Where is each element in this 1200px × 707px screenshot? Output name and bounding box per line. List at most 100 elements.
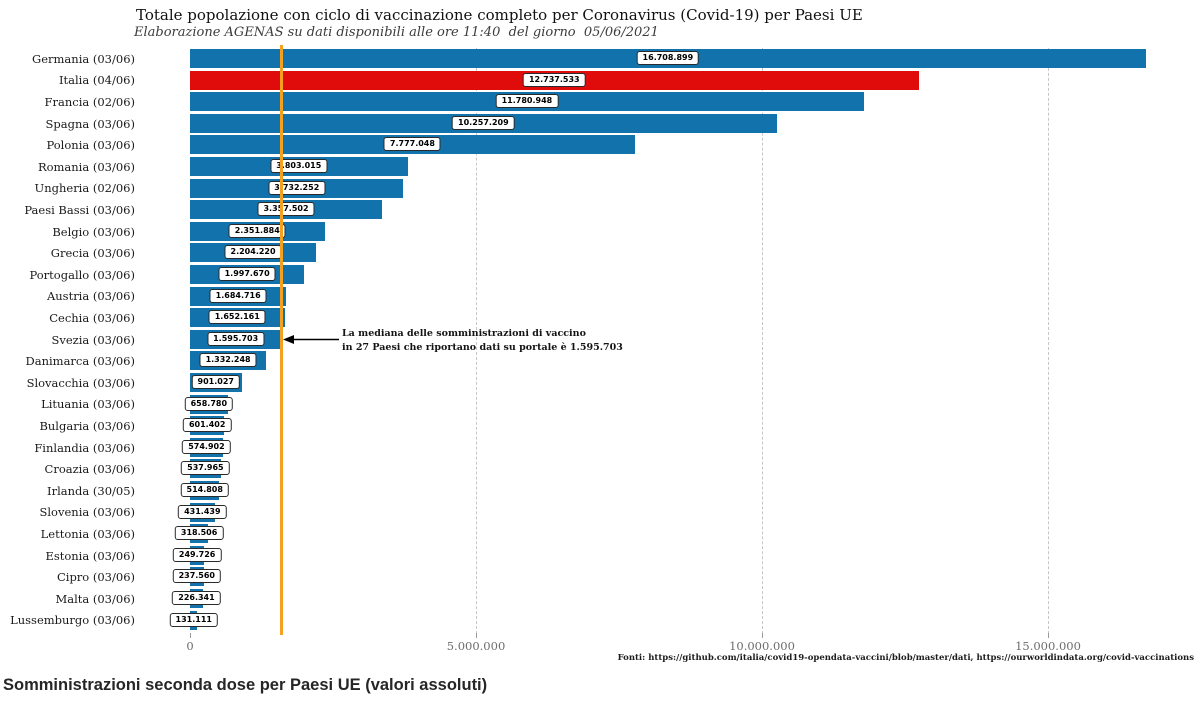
country-label: Estonia (03/06) [45, 548, 135, 563]
bar-track: 249.726 [172, 545, 1200, 567]
value-label: 318.506 [174, 526, 224, 541]
bar-track: 574.902 [182, 437, 1200, 459]
bar-row: Cipro (03/06) 237.560 [0, 566, 1200, 588]
country-label: Cechia (03/06) [49, 310, 135, 325]
bar-track: 318.506 [174, 523, 1200, 545]
value-label: 658.780 [184, 396, 234, 411]
plot-area: La mediana delle somministrazioni di vac… [0, 45, 1200, 653]
country-label: Cipro (03/06) [56, 570, 135, 585]
bar-row: Cechia (03/06) 1.652.161 [0, 307, 1200, 329]
bar-track: 1.684.716 [190, 286, 1200, 308]
median-line [280, 45, 283, 635]
axis-tick [1048, 633, 1049, 639]
value-label: 3.732.252 [268, 180, 326, 195]
country-label: Austria (03/06) [46, 289, 135, 304]
bar-row: Paesi Bassi (03/06) 3.357.502 [0, 199, 1200, 221]
country-label: Grecia (03/06) [50, 246, 135, 261]
value-label: 11.780.948 [495, 94, 559, 109]
value-label: 226.341 [172, 591, 221, 605]
country-label: Lettonia (03/06) [40, 526, 135, 541]
bar-row: Spagna (03/06) 10.257.209 [0, 113, 1200, 135]
bar-track: 3.732.252 [190, 178, 1200, 200]
bar-row: Austria (03/06) 1.684.716 [0, 286, 1200, 308]
bar-row: Belgio (03/06) 2.351.884 [0, 221, 1200, 243]
country-label: Francia (02/06) [44, 94, 135, 109]
bar-row: Bulgaria (03/06) 601.402 [0, 415, 1200, 437]
bar-row: Estonia (03/06) 249.726 [0, 545, 1200, 567]
country-label: Ungheria (02/06) [34, 181, 135, 196]
value-label: 16.708.899 [636, 51, 700, 65]
axis-tick-label: 5.000.000 [446, 639, 506, 654]
bar-row: Lituania (03/06) 658.780 [0, 394, 1200, 416]
country-label: Danimarca (03/06) [25, 354, 136, 369]
median-annotation: La mediana delle somministrazioni di vac… [342, 327, 623, 354]
bar-row: Irlanda (30/05) 514.808 [0, 480, 1200, 502]
sources-note: Fonti: https://github.com/italia/covid19… [617, 653, 1194, 663]
value-label: 2.351.884 [228, 223, 286, 238]
country-label: Finlandia (03/06) [34, 440, 135, 455]
country-label: Slovacchia (03/06) [26, 375, 135, 390]
value-label: 1.332.248 [199, 353, 257, 368]
bar-track: 601.402 [182, 415, 1200, 437]
country-label: Svezia (03/06) [51, 332, 135, 347]
median-arrow-icon [283, 335, 339, 344]
bar-row: Malta (03/06) 226.341 [0, 588, 1200, 610]
bar-track: 1.595.703 [190, 329, 1200, 351]
bar-row: Slovacchia (03/06) 901.027 [0, 372, 1200, 394]
axis-tick-label: 0 [186, 639, 194, 654]
country-label: Germania (03/06) [32, 51, 135, 66]
value-label: 601.402 [182, 418, 232, 433]
country-label: Romania (03/06) [37, 159, 135, 174]
bar-row: Germania (03/06) 16.708.899 [0, 48, 1200, 70]
bar-track: 12.737.533 [190, 70, 1200, 92]
axis-tick-label: 10.000.000 [729, 639, 795, 654]
bar-track: 2.204.220 [190, 242, 1200, 264]
bar-row: Grecia (03/06) 2.204.220 [0, 242, 1200, 264]
value-label: 1.684.716 [209, 288, 267, 303]
bar-track: 901.027 [190, 372, 1200, 394]
value-label: 1.997.670 [218, 267, 276, 281]
value-label: 131.111 [169, 612, 218, 627]
bar-row: Lettonia (03/06) 318.506 [0, 523, 1200, 545]
country-label: Paesi Bassi (03/06) [24, 202, 135, 217]
median-annotation-line2: in 27 Paesi che riportano dati su portal… [342, 341, 623, 353]
bar-track: 237.560 [172, 566, 1200, 588]
bar-row: Portogallo (03/06) 1.997.670 [0, 264, 1200, 286]
value-label: 3.357.502 [257, 202, 315, 217]
value-label: 537.965 [181, 461, 230, 476]
axis-tick [476, 633, 477, 639]
bar-row: Slovenia (03/06) 431.439 [0, 502, 1200, 524]
value-label: 1.595.703 [207, 331, 265, 346]
country-label: Italia (04/06) [58, 73, 135, 88]
country-label: Lituania (03/06) [41, 397, 135, 412]
chart-subtitle: Elaborazione AGENAS su dati disponibili … [134, 25, 659, 40]
bar-row: Francia (02/06) 11.780.948 [0, 91, 1200, 113]
value-label: 237.560 [172, 569, 221, 584]
bar-track: 16.708.899 [190, 48, 1200, 70]
bar-row: Svezia (03/06) 1.595.703 [0, 329, 1200, 351]
country-label: Spagna (03/06) [45, 116, 136, 131]
bar-row: Ungheria (02/06) 3.732.252 [0, 178, 1200, 200]
country-label: Slovenia (03/06) [39, 505, 136, 520]
bar-row: Danimarca (03/06) 1.332.248 [0, 350, 1200, 372]
bar-track: 2.351.884 [190, 221, 1200, 243]
bar-track: 131.111 [169, 610, 1200, 632]
value-label: 1.652.161 [208, 310, 266, 325]
page-section-heading: Somministrazioni seconda dose per Paesi … [3, 676, 488, 694]
value-label: 2.204.220 [224, 245, 282, 260]
bar-track: 1.997.670 [190, 264, 1200, 286]
bar-track: 11.780.948 [190, 91, 1200, 113]
value-label: 249.726 [172, 547, 222, 562]
bar-row: Polonia (03/06) 7.777.048 [0, 134, 1200, 156]
value-label: 10.257.209 [452, 115, 515, 130]
value-label: 12.737.533 [522, 72, 586, 87]
bar-track: 3.803.015 [190, 156, 1200, 178]
bar-track: 514.808 [180, 480, 1200, 502]
bar-row: Croazia (03/06) 537.965 [0, 458, 1200, 480]
bar-track: 226.341 [172, 588, 1200, 610]
value-label: 3.803.015 [270, 159, 328, 173]
value-label: 7.777.048 [383, 137, 441, 152]
chart-title: Totale popolazione con ciclo di vaccinaz… [136, 6, 863, 24]
country-label: Irlanda (30/05) [47, 483, 135, 498]
